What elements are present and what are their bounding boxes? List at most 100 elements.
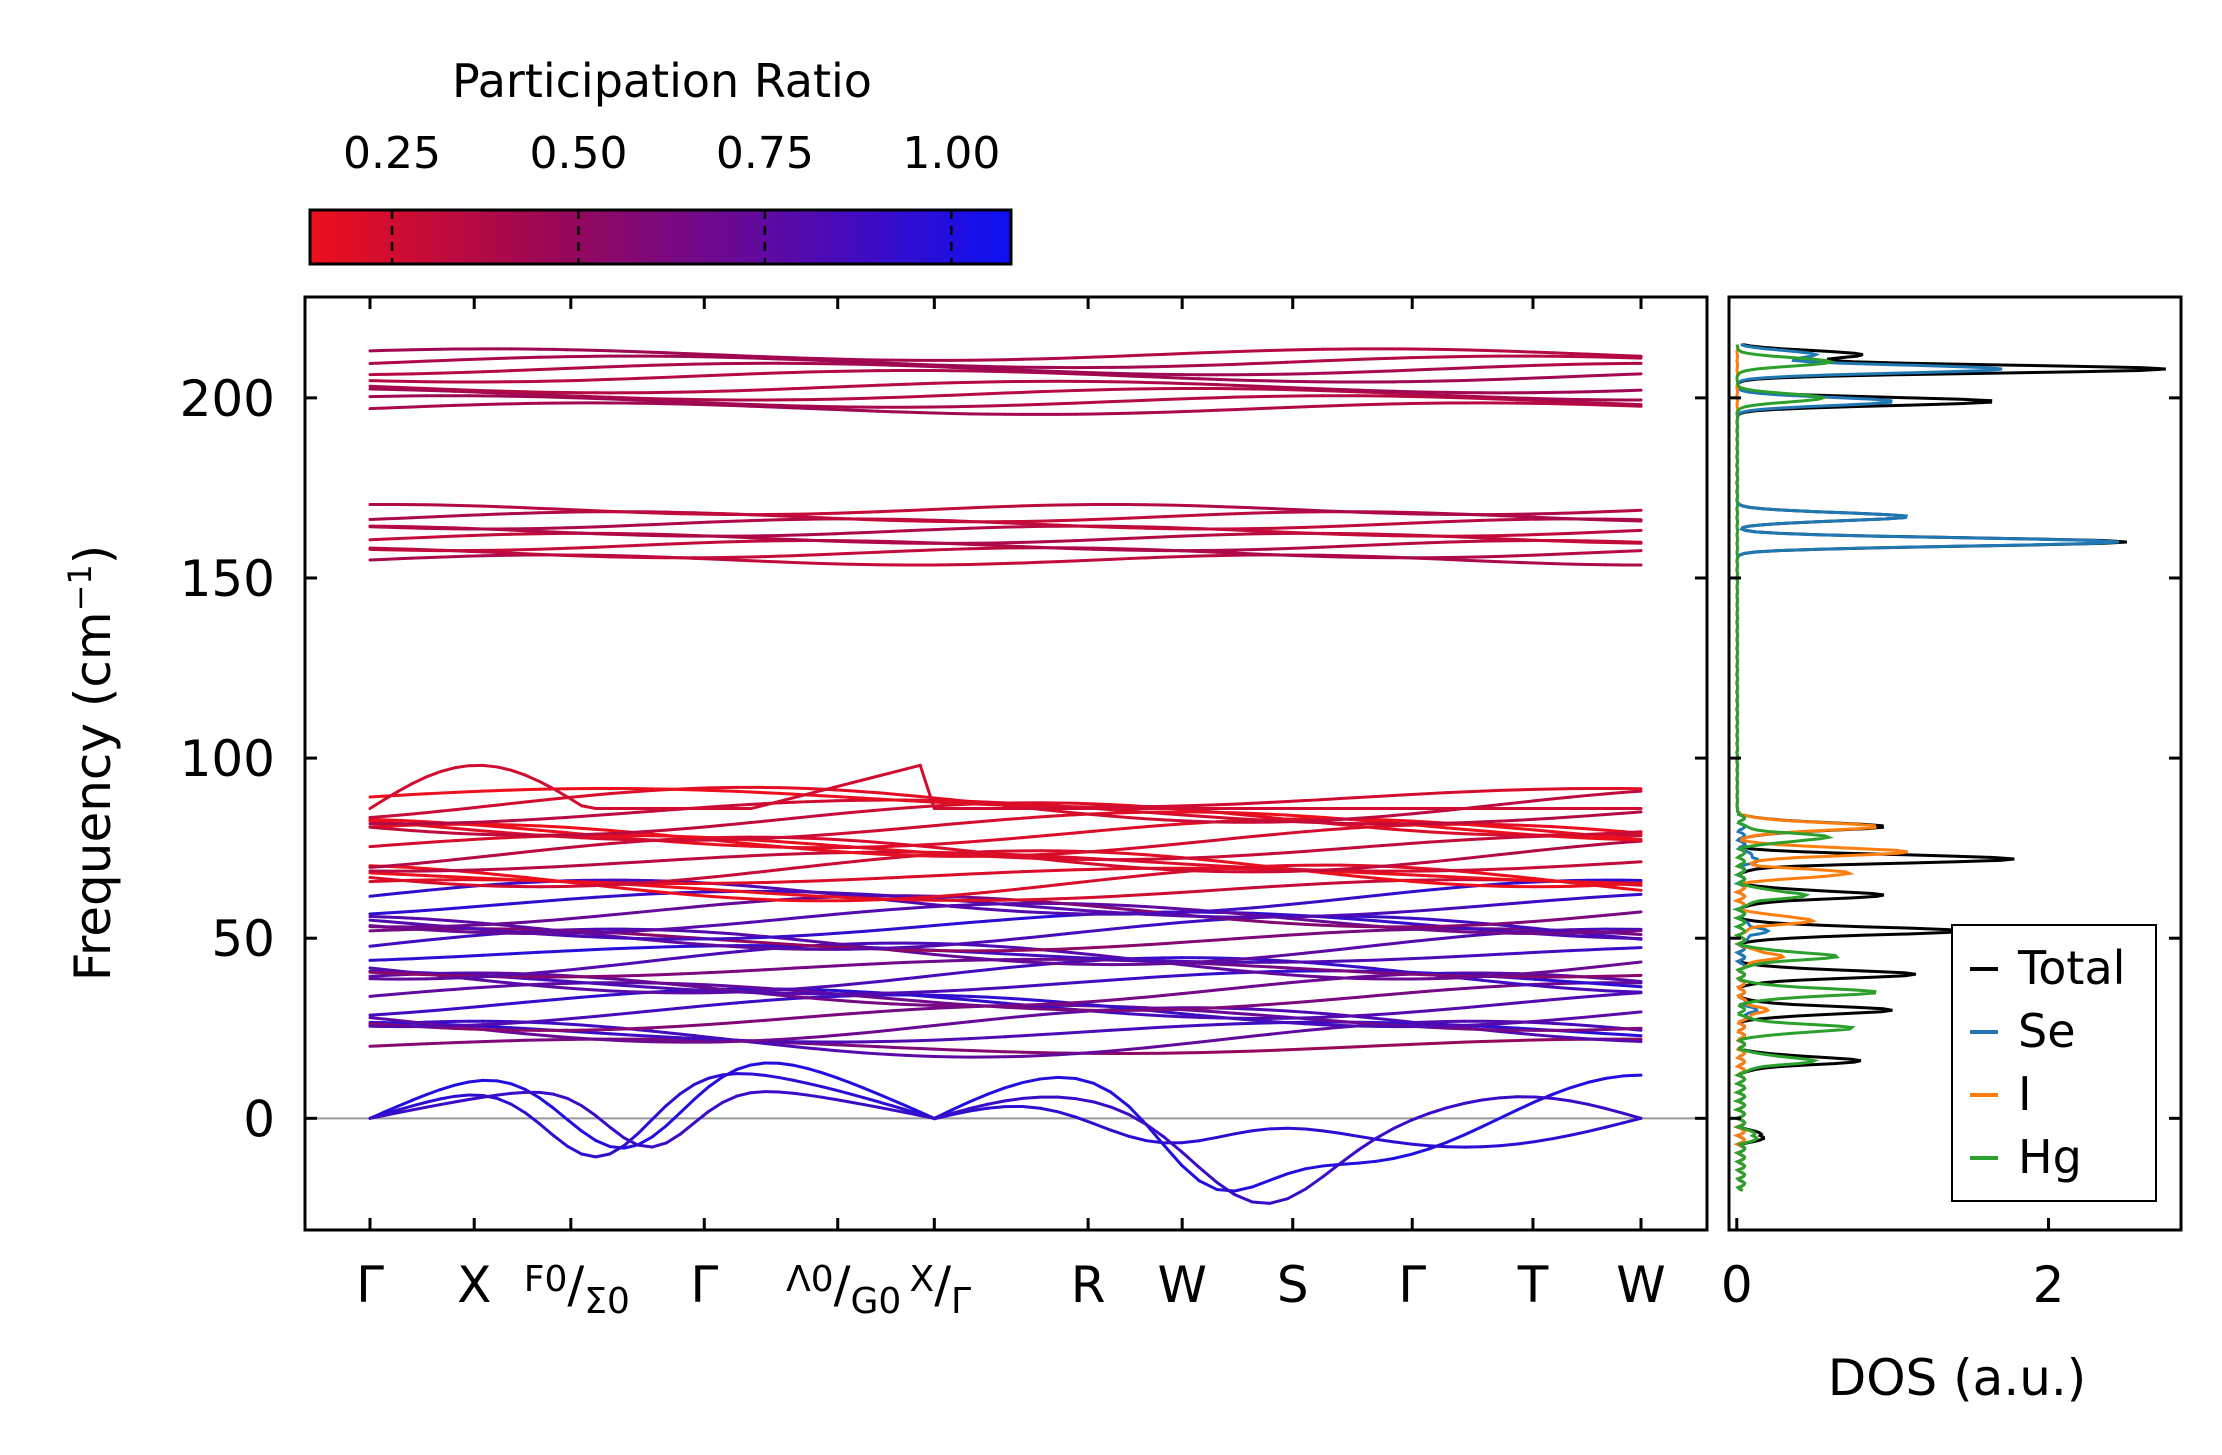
mid-frequency-band [1356,510,1378,515]
high-frequency-band [1038,369,1060,374]
low-frequency-band [735,883,753,888]
mid-frequency-band [1003,504,1025,509]
dos-x-tick-label: 2 [2033,1256,2065,1314]
low-frequency-band [735,945,753,949]
low-frequency-band [1250,970,1272,975]
low-frequency-band [791,815,809,820]
low-frequency-band [1462,820,1484,825]
low-frequency-band [1021,934,1042,940]
low-frequency-band [1462,1004,1484,1010]
low-frequency-band [1215,962,1237,967]
mid-frequency-band [1127,515,1148,520]
mid-frequency-band [1286,507,1307,512]
mid-frequency-band [580,545,598,550]
k-point-label: X/Γ [910,1256,972,1322]
low-frequency-band [664,891,682,896]
mid-frequency-band [1621,508,1643,513]
high-frequency-band [410,386,428,391]
low-frequency-band [1374,992,1396,998]
low-frequency-band [1462,855,1484,860]
low-frequency-band [1144,860,1166,865]
low-frequency-band [791,865,809,870]
low-frequency-band [1604,946,1625,951]
mid-frequency-band [1568,517,1590,521]
low-frequency-band [1586,947,1608,952]
low-frequency-band [1498,972,1519,978]
low-frequency-band [1462,1040,1484,1044]
low-frequency-band [777,791,795,796]
low-frequency-band [1551,968,1572,973]
low-frequency-band [918,1024,936,1029]
low-frequency-band [664,934,682,939]
low-frequency-band [735,1000,753,1005]
low-frequency-band [1144,1013,1166,1018]
acoustic-band [1533,1137,1555,1144]
high-frequency-band [424,404,443,408]
low-frequency-band [424,1041,443,1046]
low-frequency-band [396,865,414,870]
low-frequency-band [1074,811,1095,817]
acoustic-band [1586,1125,1608,1133]
low-frequency-band [396,916,414,920]
high-frequency-band [1197,350,1219,355]
low-frequency-band [1480,836,1502,841]
low-frequency-band [692,971,711,975]
low-frequency-band [819,861,838,867]
k-point-label: W [1616,1256,1665,1314]
low-frequency-band [1286,1009,1307,1014]
low-frequency-band [1233,1004,1254,1009]
low-frequency-band [777,1037,795,1042]
low-frequency-band [1551,897,1572,902]
low-frequency-band [481,1022,499,1027]
low-frequency-band [396,920,414,926]
low-frequency-band [439,830,457,835]
low-frequency-band [763,1017,781,1022]
low-frequency-band [1180,914,1201,918]
low-frequency-band [382,919,400,924]
low-frequency-band [721,921,739,927]
acoustic-band [537,1096,555,1110]
acoustic-band [950,1107,972,1115]
low-frequency-band [1109,903,1131,908]
low-frequency-band [805,787,823,791]
acoustic-band [1162,1143,1184,1167]
mid-frequency-band [636,543,654,547]
low-frequency-band [678,954,696,960]
low-frequency-band [650,1025,668,1030]
legend-label: I [2018,1067,2032,1121]
low-frequency-band [1303,1027,1325,1033]
low-frequency-band [985,849,1007,854]
low-frequency-band [749,853,767,858]
dos-line-hg [1732,344,1877,1192]
high-frequency-band [1321,403,1343,408]
low-frequency-band [537,969,555,975]
low-frequency-band [1250,1018,1272,1023]
k-point-label: T [1517,1256,1549,1314]
low-frequency-band [1180,868,1201,873]
low-frequency-band [1162,992,1184,997]
low-frequency-band [1339,880,1360,885]
low-frequency-band [1021,983,1042,988]
low-frequency-band [1586,883,1608,888]
low-frequency-band [1091,909,1113,914]
low-frequency-band [890,853,908,857]
low-frequency-band [1021,963,1042,968]
acoustic-band [1356,1136,1378,1152]
acoustic-band [1286,1187,1307,1201]
low-frequency-band [1056,907,1078,912]
low-frequency-band [580,826,598,831]
low-frequency-band [1286,799,1307,804]
acoustic-band [1374,1137,1396,1144]
low-frequency-band [1127,825,1148,830]
mid-frequency-band [1233,551,1254,556]
low-frequency-band [1480,829,1502,834]
low-frequency-band [594,812,612,817]
mid-frequency-band [985,525,1007,530]
low-frequency-band [1003,959,1025,964]
low-frequency-band [481,876,499,881]
low-frequency-band [594,862,612,867]
low-frequency-band [791,943,809,948]
colorbar-tick-label: 0.50 [529,128,627,179]
acoustic-band [950,1100,972,1112]
low-frequency-band [1533,998,1555,1003]
